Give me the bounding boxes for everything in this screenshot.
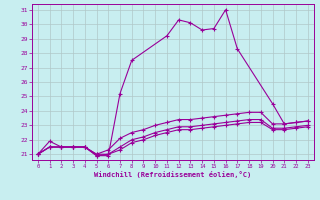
X-axis label: Windchill (Refroidissement éolien,°C): Windchill (Refroidissement éolien,°C) [94, 171, 252, 178]
